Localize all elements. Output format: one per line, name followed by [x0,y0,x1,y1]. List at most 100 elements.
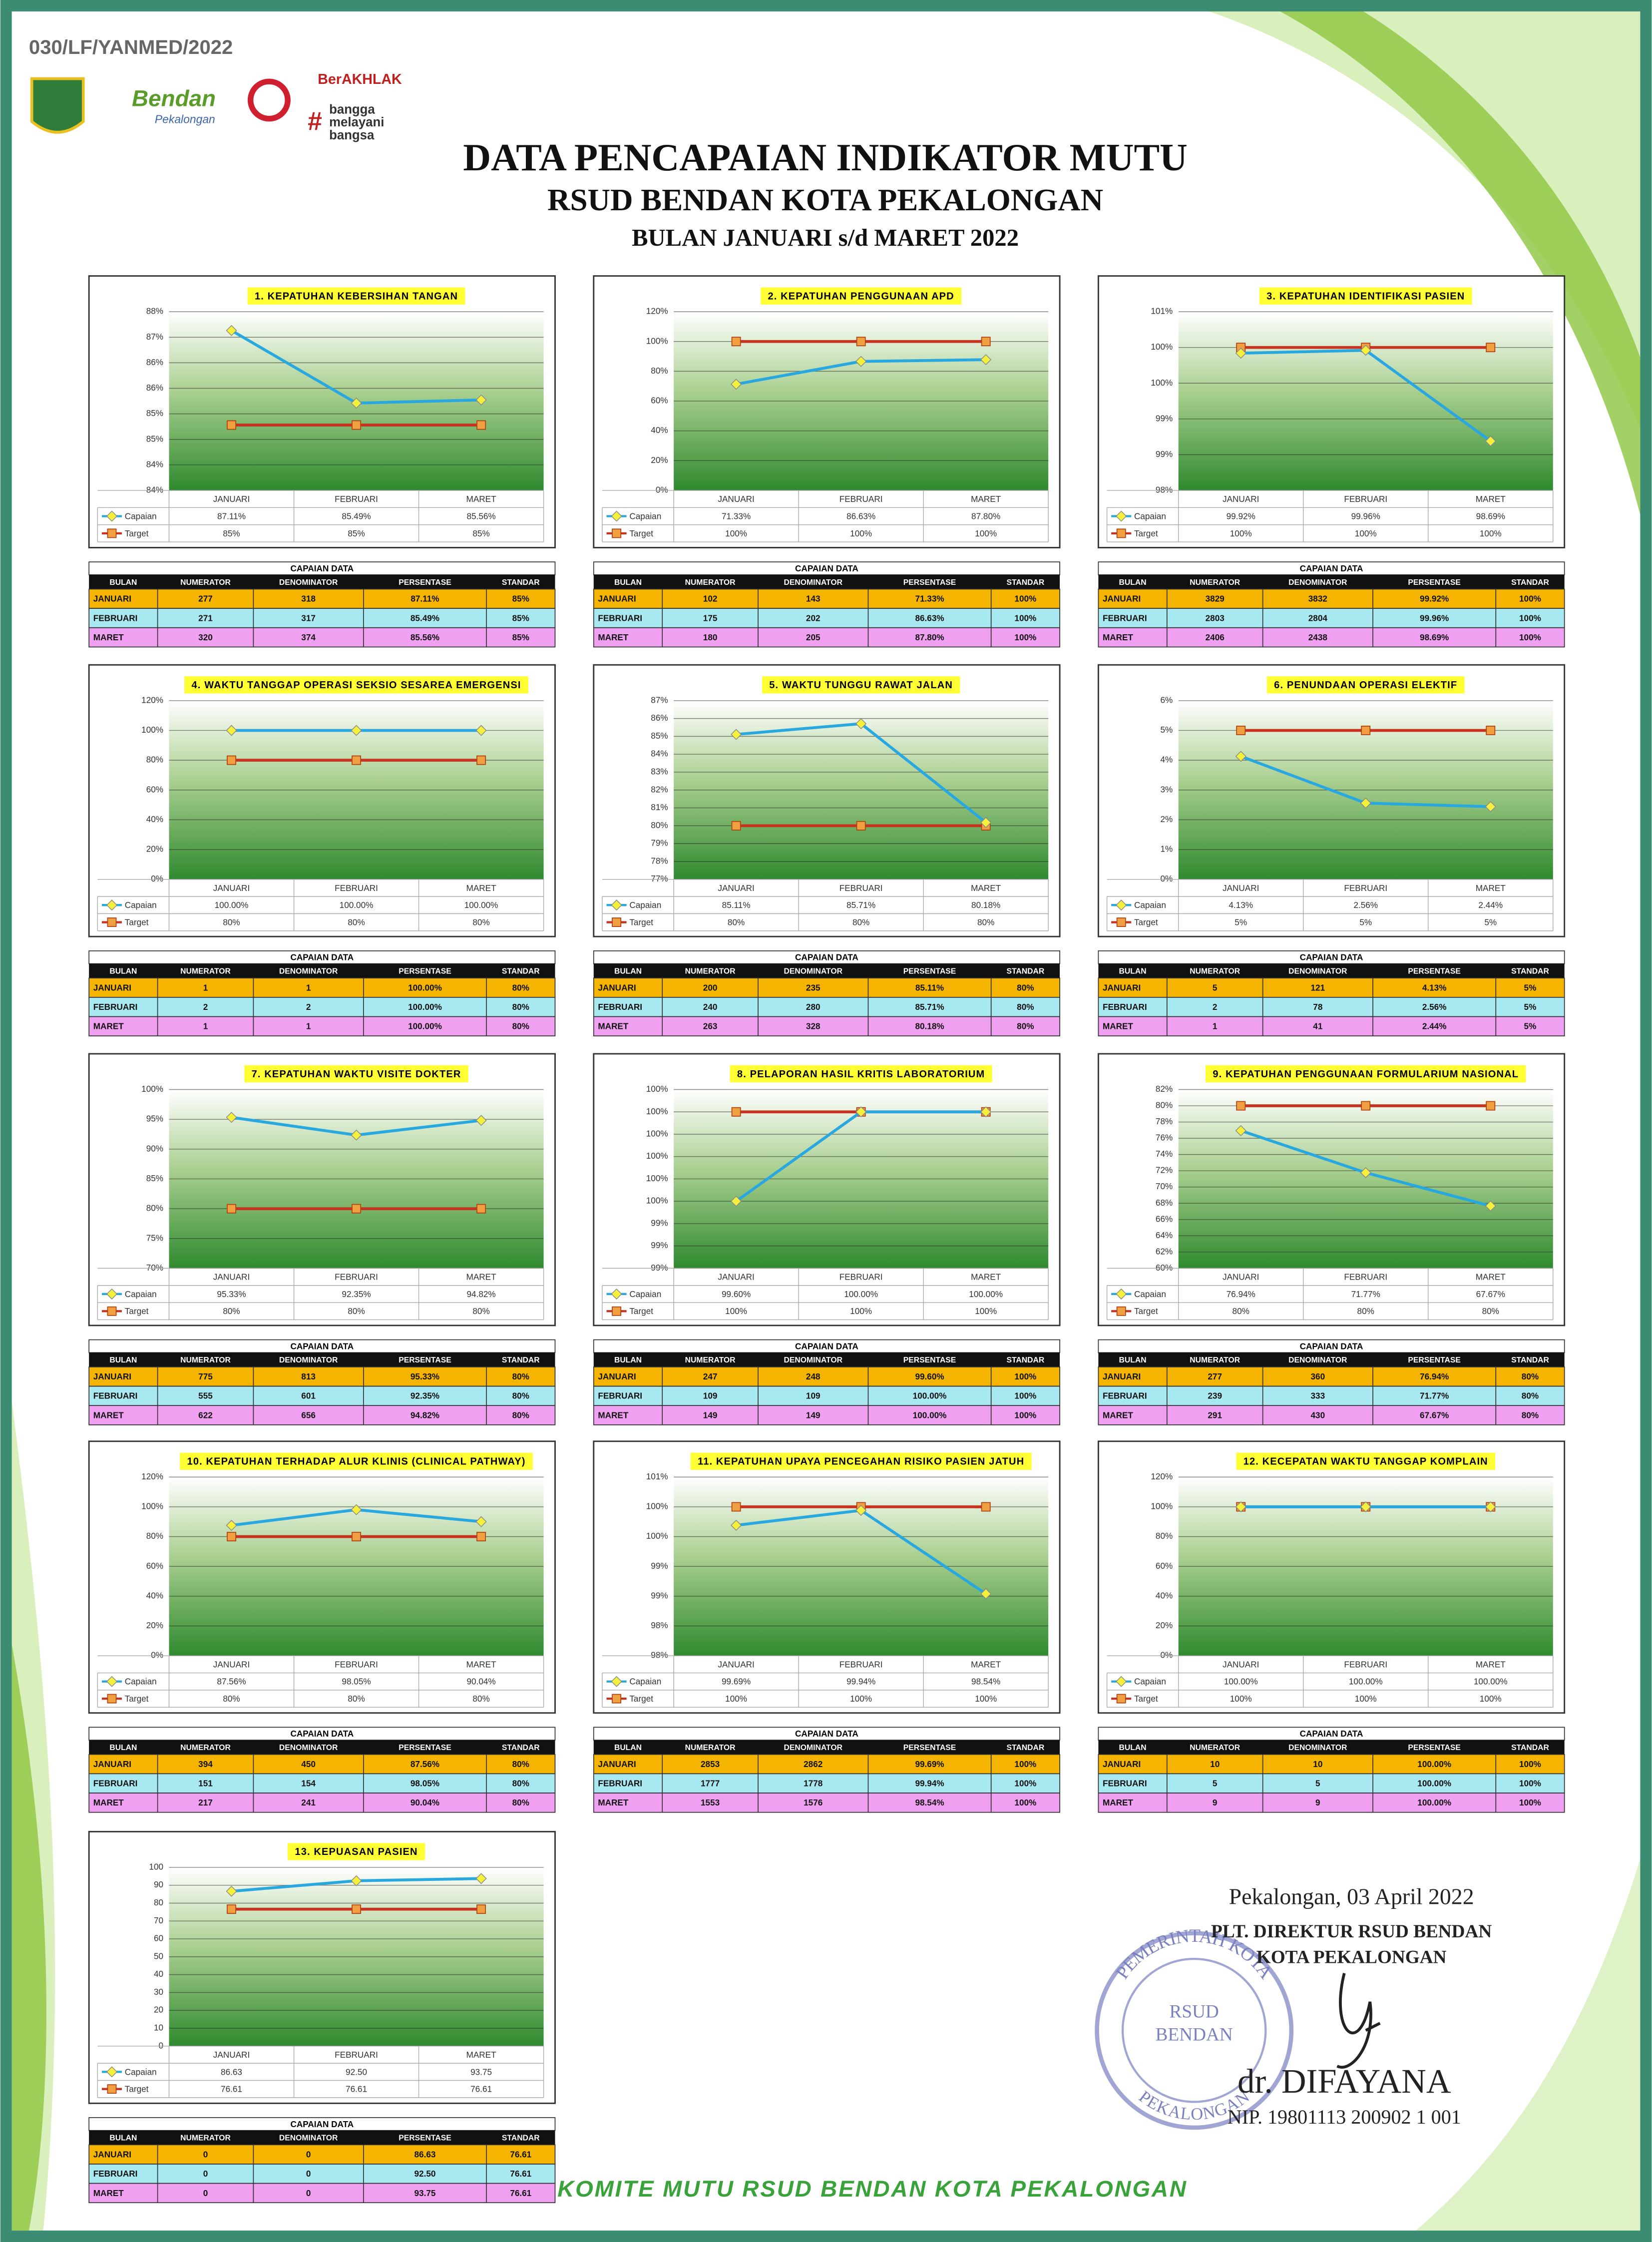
chart-title: 6. PENUNDAAN OPERASI ELEKTIF [1274,680,1457,691]
table-cell: 80% [1017,1002,1034,1012]
table-header-row [593,574,1060,589]
table-cell: 99.92% [1420,594,1449,604]
table-row [88,1754,556,1775]
table-cell: 277 [198,594,213,604]
table-row [88,1405,556,1425]
value-label: 92.50 [346,2067,367,2077]
value-label: 80% [348,917,365,927]
x-tick-label: FEBRUARI [839,494,883,504]
table-cell: 98.54% [915,1797,944,1807]
value-label: 80% [1357,1306,1374,1316]
table-cell: 99.69% [915,1759,944,1769]
y-tick-label: 85% [146,434,163,444]
legend-label: Capaian [1134,900,1166,910]
table-title-row [593,1727,1060,1741]
x-tick-label: MARET [466,1659,497,1669]
table-cell: 86.63% [915,613,944,623]
x-tick-label: FEBRUARI [335,1272,378,1282]
table-header: NUMERATOR [685,578,736,587]
table-cell: 85.49% [411,613,439,623]
table-cell: 2 [1213,1002,1218,1012]
y-tick-label: 20 [154,2005,163,2015]
table-cell: 1553 [701,1797,720,1807]
table-header: STANDAR [1511,1744,1549,1752]
table-cell: MARET [598,632,629,642]
value-label: 87.56% [217,1677,246,1687]
chart: 8. PELAPORAN HASIL KRITIS LABORATORIUM 99… [593,1053,1061,1425]
table-header: DENOMINATOR [1288,578,1347,587]
y-tick-label: 20% [146,844,163,854]
y-tick-label: 98% [651,1620,668,1630]
chart-title: 2. KEPATUHAN PENGGUNAAN APD [768,291,954,302]
table-cell: FEBRUARI [1103,1779,1147,1789]
table-cell: 100.00% [408,1021,442,1031]
table-cell: 328 [806,1021,821,1031]
point [351,1129,362,1141]
y-tick-label: 99% [651,1218,668,1228]
y-tick-label: 87% [651,695,668,705]
table-cell: 100.00% [913,1391,947,1401]
table-header: BULAN [1119,1356,1147,1364]
table-header: BULAN [614,967,642,975]
y-tick-label: 40% [146,814,163,824]
table-cell: 41 [1313,1021,1323,1031]
table-header: PERSENTASE [399,1356,451,1364]
y-tick-label: 99% [651,1240,668,1250]
x-tick-label: FEBRUARI [335,494,378,504]
place-date: Pekalongan, 03 April 2022 [1229,1883,1474,1909]
table-row [593,1773,1060,1794]
value-label: 85.11% [722,900,751,910]
table-title: CAPAIAN DATA [1300,952,1363,962]
table-cell: 5% [1524,982,1537,992]
table-header: BULAN [109,2134,137,2143]
value-label: 5% [1359,917,1372,927]
point [731,729,742,740]
value-label: 100% [975,1306,997,1316]
table-row [1098,997,1565,1017]
logo-text: melayani [329,115,384,129]
y-tick-label: 74% [1156,1149,1173,1159]
x-tick-label: MARET [466,1272,497,1282]
value-label: 99.96% [1351,511,1380,521]
legend-marker [106,1676,118,1687]
table-cell: 85.71% [915,1002,944,1012]
table-cell: 5% [1524,1002,1537,1012]
table-row [1098,1793,1565,1813]
x-tick-label: FEBRUARI [839,1272,883,1282]
legend-label: Target [1134,1694,1158,1704]
table-header: STANDAR [502,967,540,975]
value-label: 4.13% [1229,900,1253,910]
table-cell: 374 [301,632,316,642]
y-tick-label: 100% [1151,1501,1173,1511]
table-cell: 601 [301,1391,316,1401]
table-cell: 76.94% [1420,1371,1449,1381]
chart-title: 8. PELAPORAN HASIL KRITIS LABORATORIUM [737,1069,985,1080]
y-tick-label: 95% [146,1114,163,1124]
y-tick-label: 90% [146,1143,163,1153]
x-tick-label: JANUARI [718,494,754,504]
table-header: STANDAR [1006,1356,1044,1364]
chart-title: 12. KECEPATAN WAKTU TANGGAP KOMPLAIN [1243,1456,1488,1467]
legend-label: Target [125,1306,149,1316]
legend-label: Target [629,528,653,538]
point [731,821,741,831]
table-cell: 100% [1014,1371,1036,1381]
table-cell: 90.04% [411,1797,439,1807]
legend-label: Target [125,2084,149,2094]
table-cell: 100% [1014,613,1036,623]
x-tick-label: FEBRUARI [335,883,378,893]
table-cell: JANUARI [93,982,131,992]
table-header-row [89,1740,555,1755]
point [227,1904,236,1914]
table-cell: 149 [806,1410,821,1420]
point [1360,1501,1371,1513]
y-tick-label: 99% [1156,413,1173,423]
point [227,1532,236,1542]
value-label: 99.92% [1227,511,1255,521]
decor [11,1644,46,2231]
table-cell: 1 [203,1021,208,1031]
table-header: DENOMINATOR [1288,1356,1347,1364]
title-box [1259,287,1472,305]
table-title: CAPAIAN DATA [795,563,858,573]
y-tick-label: 5% [1160,725,1173,735]
